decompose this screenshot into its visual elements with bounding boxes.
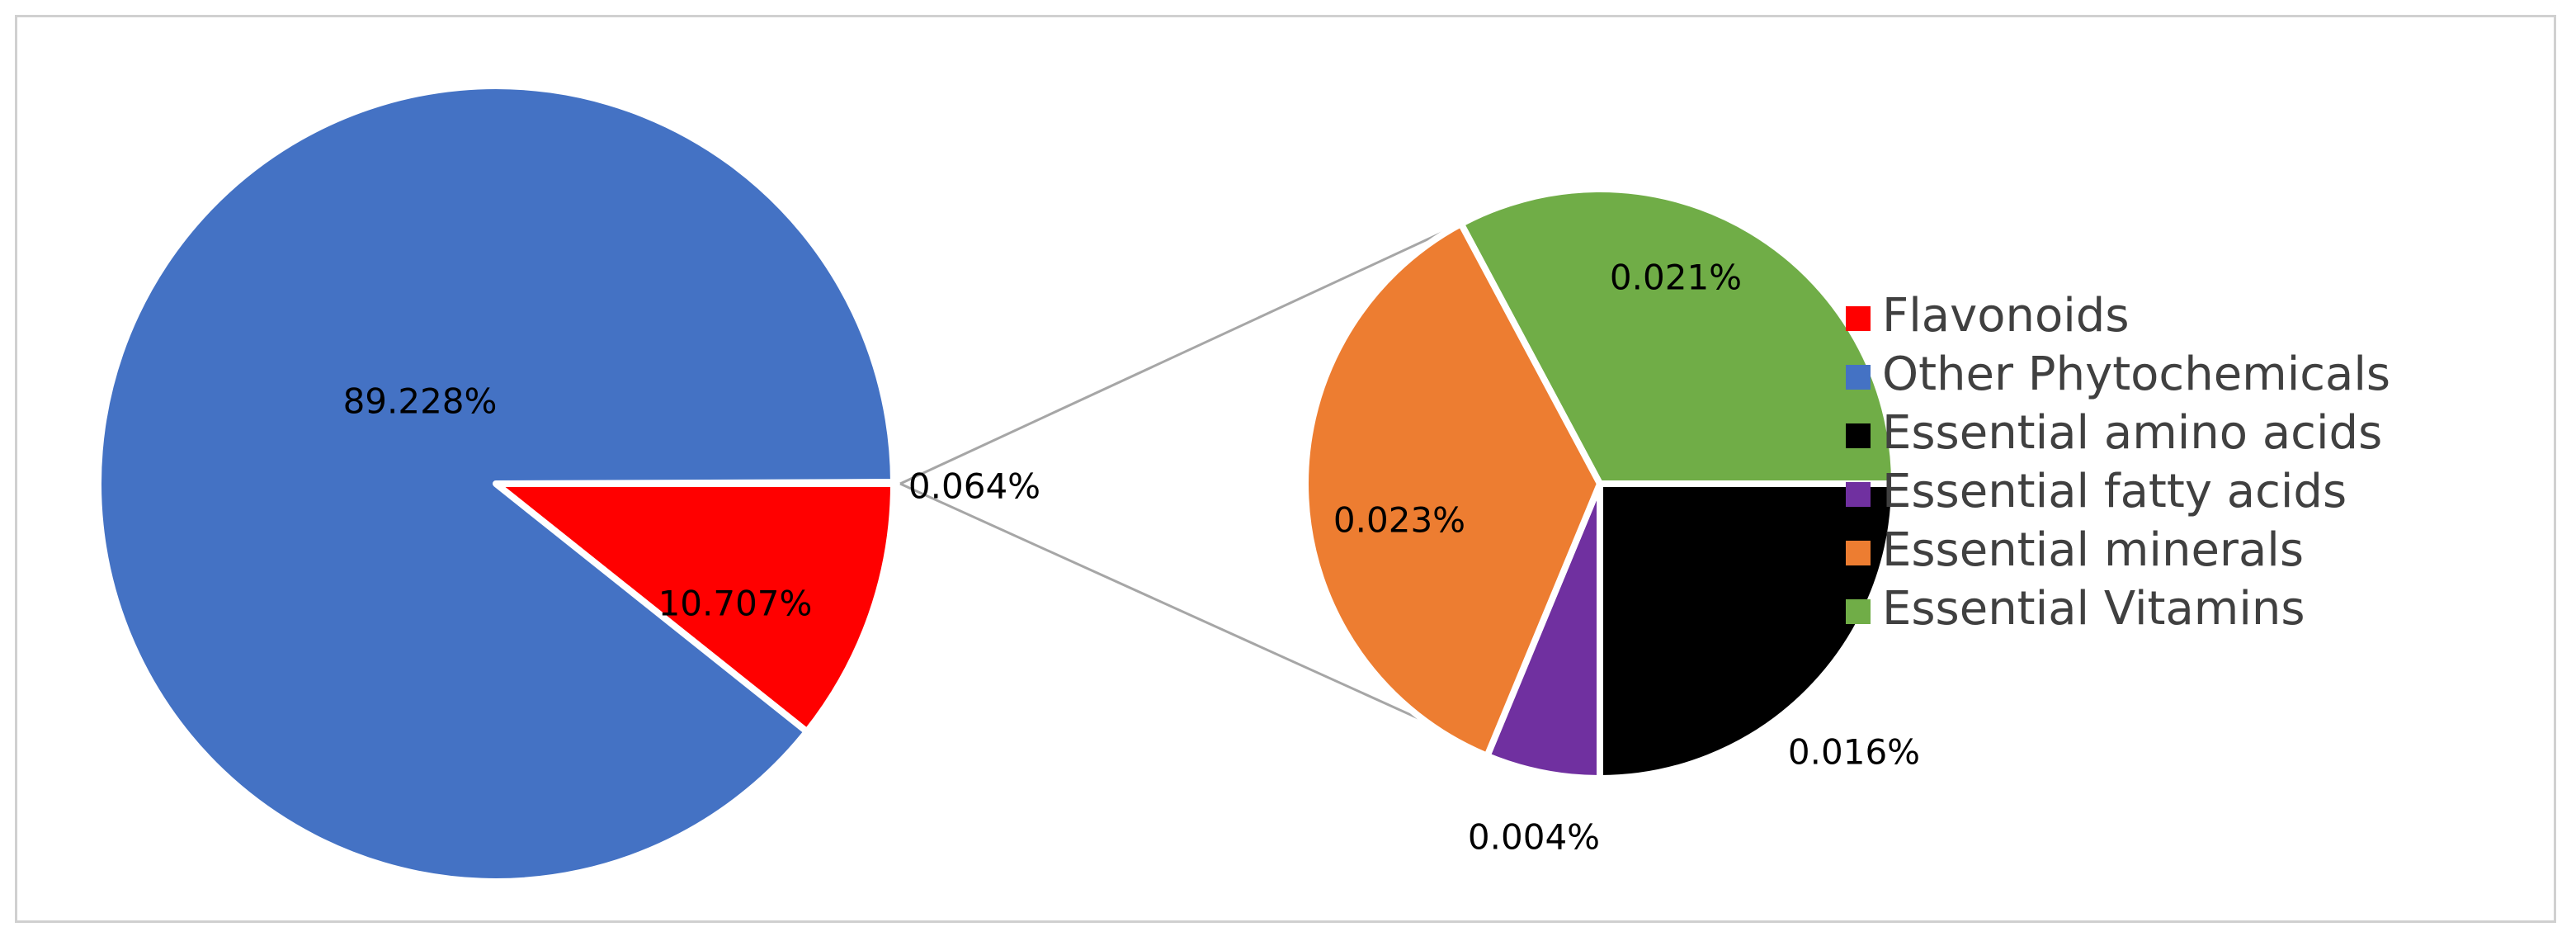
main-slice-other-phytochemicals <box>95 83 897 885</box>
connector-line-top <box>899 222 1462 485</box>
data-label-essential-minerals: 0.023% <box>1333 500 1465 541</box>
legend-swatch-essential-vitamins <box>1846 599 1871 624</box>
legend-label-flavonoids: Flavonoids <box>1882 289 2130 343</box>
legend-swatch-essential-amino-acids <box>1846 423 1871 448</box>
legend-item-essential-amino-acids: Essential amino acids <box>1846 406 2382 460</box>
data-label-other-phytochemicals: 89.228% <box>343 381 498 422</box>
data-label-other: 0.064% <box>908 466 1040 507</box>
chart-frame: 10.707% 89.228% 0.064% 0.021% 0.016% 0.004% 0.… <box>15 15 2556 923</box>
legend-item-flavonoids: Flavonoids <box>1846 289 2130 343</box>
main-slice-flavonoids <box>493 480 897 736</box>
connector-lines <box>899 222 1462 724</box>
legend-item-essential-vitamins: Essential Vitamins <box>1846 582 2305 636</box>
legend-item-essential-fatty-acids: Essential fatty acids <box>1846 465 2347 518</box>
legend-swatch-flavonoids <box>1846 306 1871 331</box>
secondary-pie <box>1302 186 1898 782</box>
data-label-essential-vitamins: 0.021% <box>1610 258 1742 298</box>
legend-item-essential-minerals: Essential minerals <box>1846 523 2304 577</box>
legend-swatch-essential-fatty-acids <box>1846 482 1871 507</box>
legend-swatch-essential-minerals <box>1846 541 1871 565</box>
legend-label-essential-vitamins: Essential Vitamins <box>1882 582 2305 636</box>
legend-label-essential-minerals: Essential minerals <box>1882 523 2304 577</box>
legend-swatch-other-phytochemicals <box>1846 365 1871 390</box>
data-label-essential-amino-acids: 0.016% <box>1788 732 1920 773</box>
data-label-essential-fatty-acids: 0.004% <box>1468 817 1600 858</box>
legend-label-essential-fatty-acids: Essential fatty acids <box>1882 465 2347 518</box>
secondary-slice-essential-vitamins <box>1457 186 1898 487</box>
data-label-flavonoids: 10.707% <box>658 584 813 624</box>
legend-item-other-phytochemicals: Other Phytochemicals <box>1846 348 2390 401</box>
legend-label-essential-amino-acids: Essential amino acids <box>1882 406 2382 460</box>
data-labels: 10.707% 89.228% 0.064% 0.021% 0.016% 0.004% 0.… <box>343 258 1921 858</box>
legend-label-other-phytochemicals: Other Phytochemicals <box>1882 348 2390 401</box>
pie-of-pie-chart: 10.707% 89.228% 0.064% 0.021% 0.016% 0.004% 0.… <box>95 83 2390 885</box>
secondary-slice-essential-minerals <box>1302 220 1603 759</box>
main-pie <box>95 83 897 885</box>
secondary-slice-essential-amino-acids <box>1597 480 1898 782</box>
connector-line-bottom <box>899 482 1427 724</box>
